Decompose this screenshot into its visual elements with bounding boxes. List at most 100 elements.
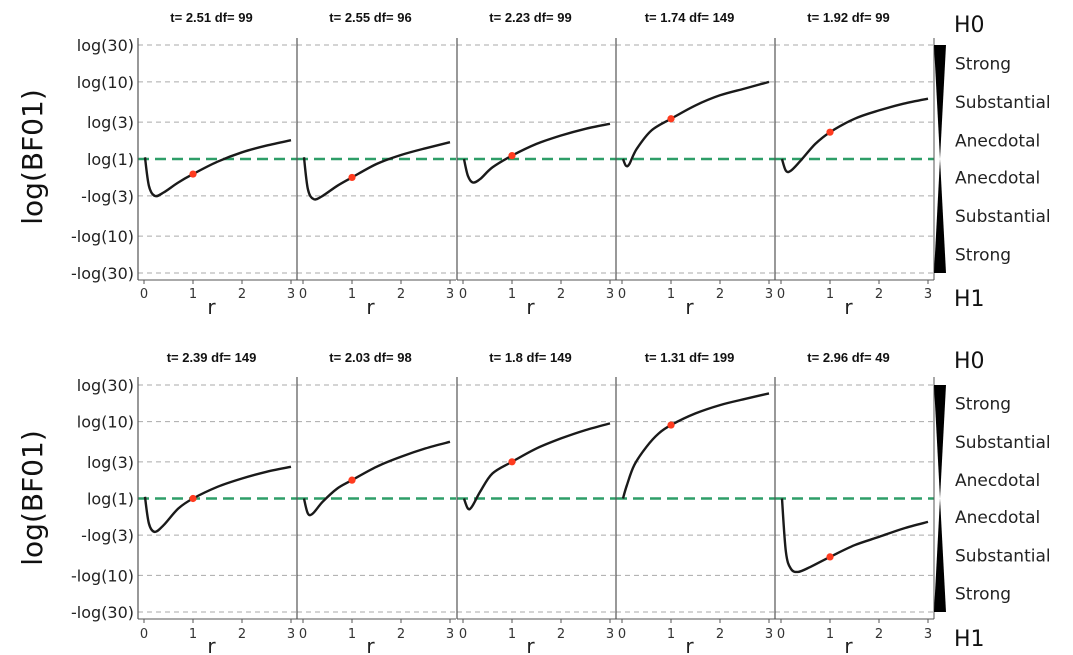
y-tick-label: log(30) (77, 376, 134, 395)
x-tick-label: 3 (446, 287, 454, 302)
x-tick-label: 1 (348, 287, 356, 302)
y-tick-label: -log(3) (81, 187, 134, 206)
evidence-level-label: Anecdotal (955, 132, 1040, 152)
x-tick-label: 2 (238, 627, 246, 642)
evidence-wedge-bottom (934, 159, 946, 273)
x-tick-label: 2 (875, 627, 883, 642)
marker-point (667, 421, 675, 429)
y-tick-label: -log(30) (71, 264, 134, 283)
panel-title: t= 2.23 df= 99 (489, 10, 571, 25)
panel-title: t= 1.31 df= 199 (645, 350, 735, 365)
evidence-level-label: Substantial (955, 207, 1051, 227)
x-tick-label: 0 (777, 287, 785, 302)
x-tick-label: 0 (140, 287, 148, 302)
x-tick-label: 0 (459, 627, 467, 642)
x-tick-label: 2 (716, 627, 724, 642)
y-axis-label: log(BF01) (16, 89, 49, 224)
x-tick-label: 1 (189, 627, 197, 642)
x-tick-label: 3 (606, 287, 614, 302)
x-tick-label: 1 (826, 287, 834, 302)
x-tick-label: 0 (140, 627, 148, 642)
row-1: log(BF01) log(30) log(10) log(3) log(1) -log(… (16, 10, 1051, 319)
marker-point (667, 115, 675, 123)
panel-7: t= 2.03 df= 98 0 1 2 3 r (296, 350, 456, 655)
x-tick-label: 2 (557, 287, 565, 302)
panel-title: t= 2.55 df= 96 (329, 10, 411, 25)
evidence-scale: H0 H1 Strong Substantial Anecdotal Anecdotal S… (934, 13, 1051, 312)
y-tick-label: log(3) (87, 453, 134, 472)
hypothesis-h0-label: H0 (954, 13, 985, 38)
x-tick-label: 1 (348, 627, 356, 642)
x-tick-label: 2 (716, 287, 724, 302)
x-tick-label: 1 (667, 627, 675, 642)
panel-title: t= 2.96 df= 49 (807, 350, 889, 365)
x-tick-label: 3 (765, 287, 773, 302)
x-tick-label: 3 (606, 627, 614, 642)
x-axis-label: r (366, 295, 375, 319)
x-tick-label: 0 (299, 287, 307, 302)
x-axis-label: r (844, 295, 853, 319)
marker-point (826, 128, 834, 136)
x-axis-label: r (207, 295, 216, 319)
y-axis-label: log(BF01) (16, 430, 49, 565)
panel-4: t= 1.74 df= 149 0 1 2 3 r (615, 10, 775, 319)
panel-8: t= 1.8 df= 149 0 1 2 3 r (456, 350, 616, 655)
x-axis-label: r (207, 634, 216, 655)
x-tick-label: 2 (397, 627, 405, 642)
x-tick-label: 0 (618, 287, 626, 302)
x-tick-label: 3 (924, 287, 932, 302)
x-axis-label: r (685, 634, 694, 655)
x-tick-label: 2 (875, 287, 883, 302)
x-tick-label: 1 (826, 627, 834, 642)
evidence-level-label: Anecdotal (955, 168, 1040, 188)
y-tick-label: -log(3) (81, 526, 134, 545)
bf-curve (780, 498, 929, 574)
bf-curve (621, 80, 770, 168)
bf-curve (621, 392, 770, 499)
bf-curve (302, 440, 451, 517)
evidence-level-label: Strong (955, 246, 1011, 266)
x-tick-label: 0 (618, 627, 626, 642)
hypothesis-h1-label: H1 (954, 287, 985, 312)
x-axis-label: r (366, 634, 375, 655)
x-axis-label: r (685, 295, 694, 319)
x-tick-label: 0 (777, 627, 785, 642)
panel-3: t= 2.23 df= 99 0 1 2 3 r (456, 10, 616, 319)
marker-point (189, 494, 197, 503)
x-tick-label: 0 (459, 287, 467, 302)
y-tick-label: log(30) (77, 36, 134, 55)
x-axis-label: r (844, 634, 853, 655)
hypothesis-h1-label: H1 (954, 627, 985, 652)
panel-2: t= 2.55 df= 96 0 1 2 3 r (296, 10, 456, 319)
y-tick-label: log(1) (87, 150, 134, 169)
bf-curve (462, 122, 611, 184)
evidence-level-label: Strong (955, 54, 1011, 74)
panel-title: t= 2.39 df= 149 (167, 350, 257, 365)
y-tick-label: -log(10) (71, 227, 134, 246)
panel-1: t= 2.51 df= 99 0 1 2 3 r (137, 10, 297, 319)
x-axis-label: r (526, 295, 535, 319)
x-tick-label: 1 (189, 287, 197, 302)
evidence-level-label: Substantial (955, 546, 1051, 566)
evidence-wedge-bottom (934, 498, 946, 612)
bf-curve (143, 139, 292, 198)
panel-10: t= 2.96 df= 49 0 1 2 3 r (774, 350, 935, 655)
bf-curve (143, 465, 292, 534)
marker-point (508, 152, 516, 160)
x-tick-label: 1 (667, 287, 675, 302)
x-tick-label: 2 (557, 627, 565, 642)
evidence-level-label: Anecdotal (955, 471, 1040, 491)
x-axis-label: r (526, 634, 535, 655)
y-tick-label: log(3) (87, 113, 134, 132)
y-tick-label: log(1) (87, 490, 134, 509)
x-tick-label: 2 (397, 287, 405, 302)
evidence-level-label: Strong (955, 394, 1011, 414)
bf-curve (302, 141, 451, 201)
x-tick-label: 3 (287, 627, 295, 642)
x-tick-label: 3 (765, 627, 773, 642)
bf-curve (780, 97, 929, 174)
x-tick-label: 3 (287, 287, 295, 302)
evidence-level-label: Substantial (955, 433, 1051, 453)
x-tick-label: 1 (508, 627, 516, 642)
